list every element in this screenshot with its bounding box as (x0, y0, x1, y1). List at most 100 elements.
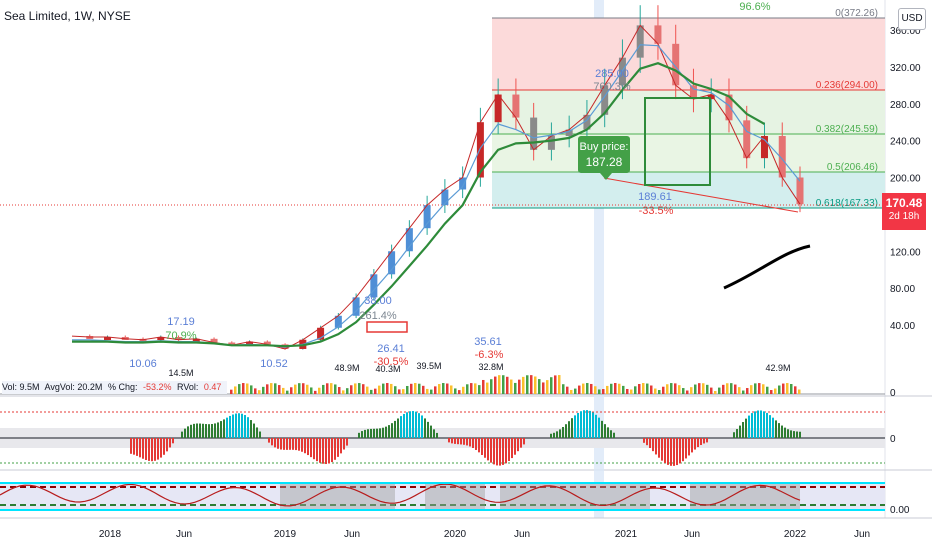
candle-body (476, 122, 484, 178)
change-value: -53.2% (142, 382, 172, 392)
candle-body (405, 228, 413, 252)
osc1-bar (472, 438, 474, 448)
volume-bar (698, 383, 701, 394)
volume-bar (390, 383, 393, 394)
volume-bar (706, 384, 709, 394)
volume-bar (462, 386, 465, 394)
volume-bar (602, 389, 605, 394)
volume-bar (654, 388, 657, 394)
volume-bar (650, 385, 653, 394)
osc1-bar (382, 427, 384, 438)
volume-label: 32.8M (478, 362, 503, 372)
osc1-bar (766, 412, 768, 438)
candle-body (210, 338, 218, 343)
candle-body (334, 315, 342, 328)
osc1-bar (172, 438, 174, 444)
candle-body (778, 136, 786, 178)
osc1-bar (400, 416, 402, 438)
osc1-bar (601, 420, 603, 438)
osc1-bar (523, 438, 525, 445)
currency-button[interactable]: USD (898, 8, 926, 30)
osc1-bar (337, 438, 339, 457)
volume-bar (658, 390, 661, 394)
osc1-bar (391, 423, 393, 438)
osc1-bar (184, 428, 186, 438)
volume-bar (598, 389, 601, 394)
osc1-bar (310, 438, 312, 458)
osc1-bar (577, 412, 579, 438)
annotation-label: -6.3% (475, 349, 504, 361)
volume-bar (318, 387, 321, 394)
buy-callout-box (578, 136, 630, 173)
volume-bar (694, 384, 697, 394)
volume-bar (550, 377, 553, 394)
volume-bar (794, 386, 797, 394)
candle-body (459, 177, 467, 190)
volume-axis-tick: 0 (890, 388, 896, 399)
volume-bar (678, 385, 681, 394)
volume-bar (674, 383, 677, 394)
pattern-line (603, 177, 799, 213)
osc1-bar (268, 438, 270, 443)
osc1-bar (340, 438, 342, 454)
volume-bar (690, 387, 693, 394)
volume-bar (430, 389, 433, 394)
annotation-label: 10.52 (260, 358, 288, 370)
volume-bar (618, 383, 621, 394)
osc1-bar (280, 438, 282, 450)
volume-bar (454, 388, 457, 394)
price-axis-tick: 80.00 (890, 284, 915, 295)
candle-body (707, 94, 715, 100)
volume-bar (422, 385, 425, 394)
time-axis-tick: 2019 (274, 529, 297, 540)
volume-bar (778, 385, 781, 394)
time-axis-tick: Jun (176, 529, 192, 540)
volume-bar (562, 384, 565, 394)
osc1-bar (562, 426, 564, 438)
osc1-bar (670, 438, 672, 466)
avg-volume-value: AvgVol: 20.2M (44, 382, 103, 392)
volume-bar (530, 375, 533, 394)
volume-bar (302, 383, 305, 394)
osc1-bar (388, 425, 390, 438)
volume-bar (738, 387, 741, 394)
osc1-bar (394, 420, 396, 438)
time-axis-tick: 2020 (444, 529, 467, 540)
osc1-bar (292, 438, 294, 450)
volume-bar (582, 383, 585, 394)
osc1-bar (241, 413, 243, 438)
osc1-bar (235, 413, 237, 438)
candle-body (352, 297, 360, 316)
volume-bar (542, 382, 545, 394)
volume-bar (554, 375, 557, 394)
osc1-bar (688, 438, 690, 456)
volume-bar (338, 387, 341, 394)
volume-bar (478, 385, 481, 394)
annotation-label: 70.9% (165, 330, 196, 342)
osc1-bar (589, 410, 591, 438)
osc1-bar (418, 413, 420, 438)
osc1-bar (658, 438, 660, 458)
time-axis-tick: Jun (344, 529, 360, 540)
annotation-label: 38.00 (364, 295, 392, 307)
volume-bar (370, 389, 373, 394)
price-axis-tick: 360.00 (890, 26, 921, 37)
osc1-bar (742, 422, 744, 438)
volume-bar (774, 388, 777, 394)
osc1-bar (553, 432, 555, 438)
volume-bar (266, 384, 269, 394)
time-axis-tick: 2022 (784, 529, 807, 540)
osc1-bar (208, 424, 210, 438)
osc1-bar (745, 418, 747, 438)
osc1-bar (403, 413, 405, 438)
volume-bar (346, 388, 349, 394)
volume-bar (446, 383, 449, 394)
osc1-bar (586, 410, 588, 438)
osc1-bar (676, 438, 678, 466)
volume-label: 40.3M (375, 364, 400, 374)
trend-curve (723, 244, 811, 290)
fib-level-label-4: 0.618(167.33) (816, 198, 878, 209)
osc1-bar (559, 429, 561, 438)
osc1-bar (271, 438, 273, 446)
